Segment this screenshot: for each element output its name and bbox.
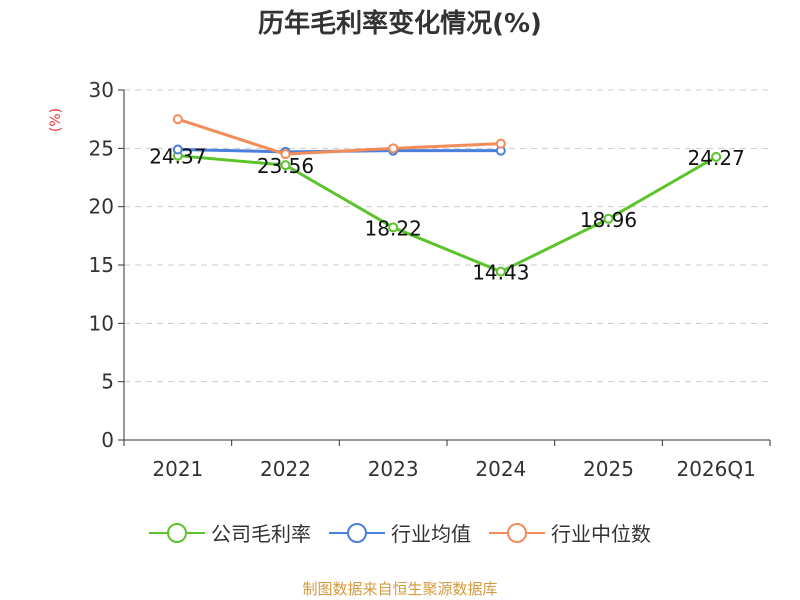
data-label: 23.56: [257, 154, 314, 178]
y-tick-label: 15: [89, 253, 114, 277]
y-tick-label: 10: [89, 311, 114, 335]
data-point: [711, 151, 722, 162]
legend-marker: [347, 522, 367, 543]
chart-title: 历年毛利率变化情况(%): [258, 9, 542, 39]
legend-item[interactable]: 公司毛利率: [149, 518, 311, 547]
legend-item[interactable]: 行业中位数: [489, 518, 651, 547]
series-line-0: [177, 154, 717, 274]
x-tick-label: 2025: [583, 457, 634, 481]
data-point: [495, 138, 506, 149]
legend-symbol: [489, 522, 545, 543]
data-point: [388, 143, 399, 154]
legend-label: 行业中位数: [551, 522, 651, 546]
data-label: 24.37: [149, 145, 206, 169]
data-point: [495, 266, 506, 277]
data-label: 14.43: [472, 261, 529, 285]
legend-symbol: [329, 522, 385, 543]
x-tick-label: 2026Q1: [676, 457, 755, 481]
y-tick-label: 5: [101, 370, 114, 394]
data-point: [280, 160, 291, 171]
legend-marker: [167, 522, 187, 543]
data-point: [388, 222, 399, 233]
y-tick-label: 0: [101, 428, 114, 452]
x-tick-label: 2024: [475, 457, 526, 481]
legend-label: 公司毛利率: [211, 522, 311, 546]
data-label: 24.27: [688, 146, 745, 170]
legend-marker: [507, 522, 527, 543]
data-label: 18.96: [580, 208, 637, 232]
data-label: 18.22: [365, 216, 422, 240]
data-point: [172, 144, 183, 155]
source-note: 制图数据来自恒生聚源数据库: [302, 580, 498, 598]
legend: 公司毛利率 行业均值 行业中位数: [0, 518, 800, 547]
y-tick-label: 30: [89, 78, 114, 102]
series-lines: [172, 114, 722, 277]
data-point: [603, 213, 614, 224]
y-tick-label: 25: [89, 136, 114, 160]
legend-label: 行业均值: [391, 522, 471, 546]
legend-item[interactable]: 行业均值: [329, 518, 471, 547]
y-tick-label: 20: [89, 195, 114, 219]
data-point: [280, 149, 291, 160]
legend-symbol: [149, 522, 205, 543]
gridlines: [124, 89, 770, 383]
series-line-2: [177, 117, 501, 156]
data-labels: 24.37 23.56 18.22 14.43 18.96 24.27: [149, 145, 745, 285]
x-tick-label: 2023: [368, 457, 419, 481]
x-tick-label: 2022: [260, 457, 311, 481]
data-point: [172, 114, 183, 125]
x-tick-label: 2021: [152, 457, 203, 481]
